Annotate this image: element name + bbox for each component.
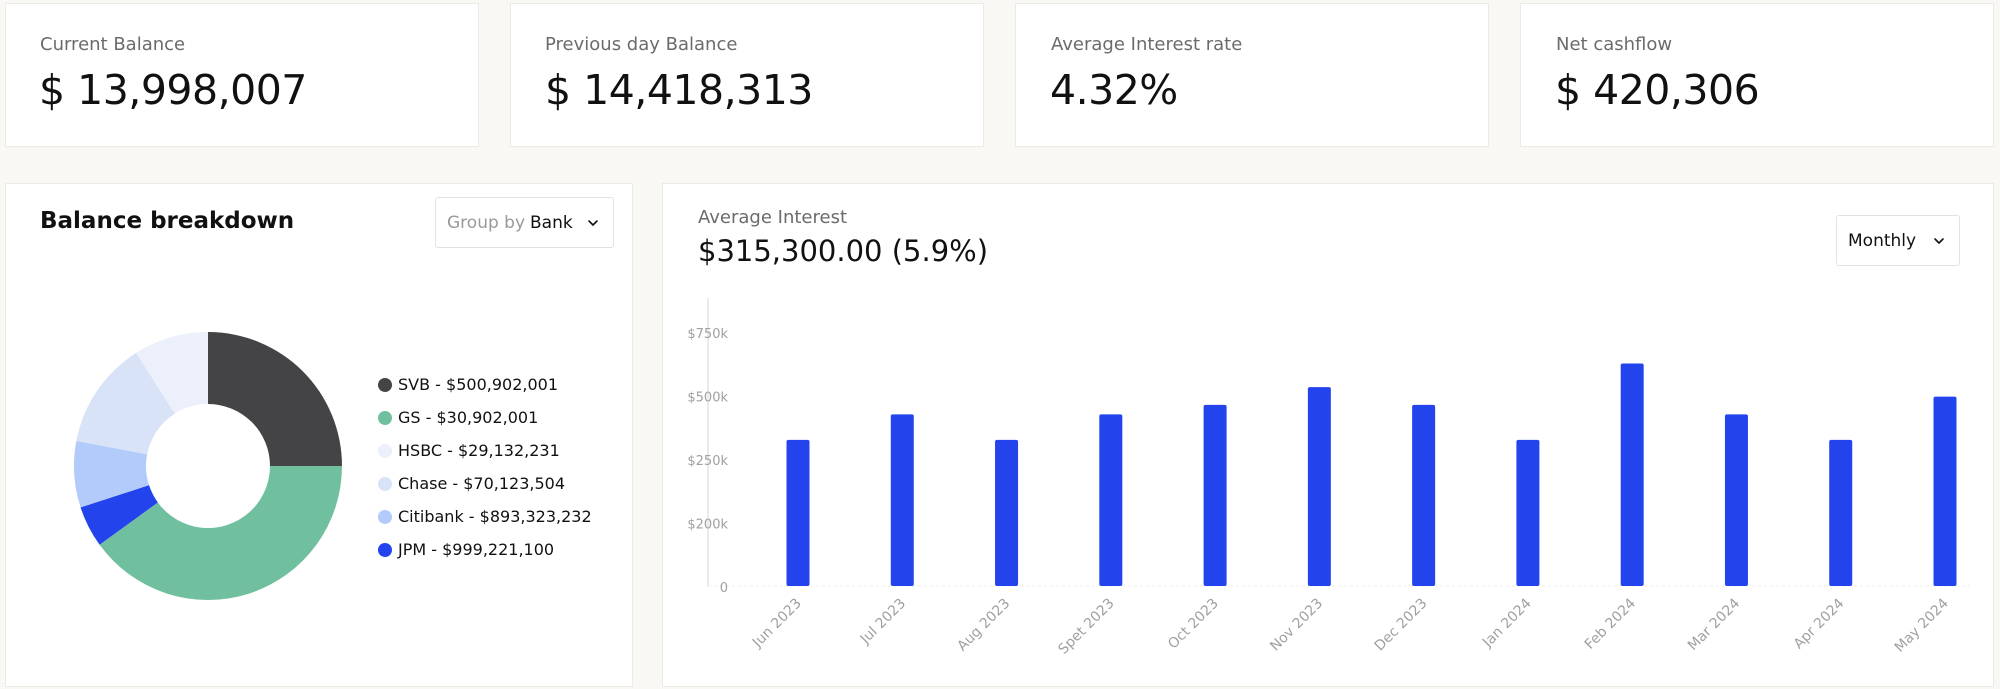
legend-label: GS - $30,902,001 [398, 408, 539, 427]
legend-item: HSBC - $29,132,231 [378, 441, 560, 460]
bar [1724, 414, 1748, 586]
legend-item: SVB - $500,902,001 [378, 375, 558, 394]
group-by-value: Bank [530, 212, 573, 233]
legend-dot [378, 509, 392, 524]
x-tick-label: Jul 2023 [857, 596, 909, 648]
y-tick-label: $500k [687, 390, 728, 405]
panel-title: Balance breakdown [40, 208, 295, 234]
stat-card-net-cashflow [1520, 3, 1994, 147]
bar [1099, 414, 1123, 586]
legend-dot [378, 542, 392, 557]
interest-label: Average Interest [698, 207, 848, 228]
legend-item: GS - $30,902,001 [378, 408, 538, 427]
bar [786, 439, 810, 586]
donut-slice [76, 352, 175, 455]
stat-value: $ 13,998,007 [39, 66, 307, 114]
x-tick-label: Mar 2024 [1685, 595, 1743, 653]
stat-value: $ 420,306 [1555, 66, 1760, 114]
x-tick-label: Spet 2023 [1055, 596, 1117, 658]
y-tick-label: $200k [687, 517, 728, 532]
x-tick-label: Dec 2023 [1372, 596, 1431, 655]
legend-label: SVB - $500,902,001 [398, 375, 558, 394]
donut-slice [73, 440, 150, 508]
balance-donut-chart [73, 332, 342, 600]
stat-value: $ 14,418,313 [545, 66, 813, 114]
bar [1516, 439, 1540, 586]
chevron-down-icon [588, 219, 598, 226]
x-tick-label: Jan 2024 [1479, 595, 1535, 651]
average-interest-bar-chart: 0 $200k $250k $500k $750k Jun 2023 Jul 2023 Aug… [687, 298, 1970, 658]
y-tick-label: $750k [687, 327, 728, 342]
x-tick-label: Feb 2024 [1582, 595, 1639, 652]
donut-slice [99, 466, 342, 600]
stat-card-current-balance [5, 3, 479, 147]
bar [1412, 404, 1436, 586]
legend-label: HSBC - $29,132,231 [398, 441, 560, 460]
bar [1933, 396, 1957, 586]
legend-label: JPM - $999,221,100 [398, 540, 555, 559]
stat-card-previous-balance [510, 3, 984, 147]
period-value: Monthly [1848, 230, 1917, 251]
legend-item: Citibank - $893,323,232 [378, 507, 592, 526]
stat-value: 4.32% [1050, 66, 1178, 114]
stat-label: Net cashflow [1556, 34, 1673, 55]
legend-dot [378, 443, 392, 458]
stat-label: Previous day Balance [545, 34, 738, 55]
y-tick-label: 0 [720, 581, 728, 596]
bar [1307, 387, 1331, 586]
legend-dot [378, 377, 392, 392]
x-tick-label: Apr 2024 [1791, 595, 1848, 652]
x-tick-label: Nov 2023 [1267, 596, 1326, 655]
stat-card-interest-rate [1015, 3, 1489, 147]
stat-label: Current Balance [40, 34, 186, 55]
bar [890, 414, 914, 586]
x-tick-label: Aug 2023 [954, 596, 1013, 655]
group-by-select[interactable]: Group by Bank [435, 197, 614, 248]
donut-slice [208, 332, 342, 466]
chevron-down-icon [1934, 237, 1944, 244]
x-tick-label: May 2024 [1892, 595, 1952, 655]
legend-label: Citibank - $893,323,232 [398, 507, 592, 526]
bar [995, 439, 1019, 586]
legend-label: Chase - $70,123,504 [398, 474, 566, 493]
legend-item: Chase - $70,123,504 [378, 474, 565, 493]
bar [1203, 404, 1227, 586]
period-select[interactable]: Monthly [1836, 215, 1960, 266]
x-tick-label: Jun 2023 [749, 596, 805, 652]
stat-label: Average Interest rate [1051, 34, 1243, 55]
donut-slice [136, 332, 208, 414]
bar [1829, 439, 1853, 586]
legend-item: JPM - $999,221,100 [378, 540, 554, 559]
donut-slice [80, 485, 158, 545]
group-by-prefix: Group by [447, 212, 526, 233]
interest-value: $315,300.00 (5.9%) [698, 234, 989, 268]
legend-dot [378, 476, 392, 491]
legend-dot [378, 410, 392, 425]
bar [1620, 363, 1644, 586]
y-tick-label: $250k [687, 454, 728, 469]
x-tick-label: Oct 2023 [1165, 596, 1222, 653]
